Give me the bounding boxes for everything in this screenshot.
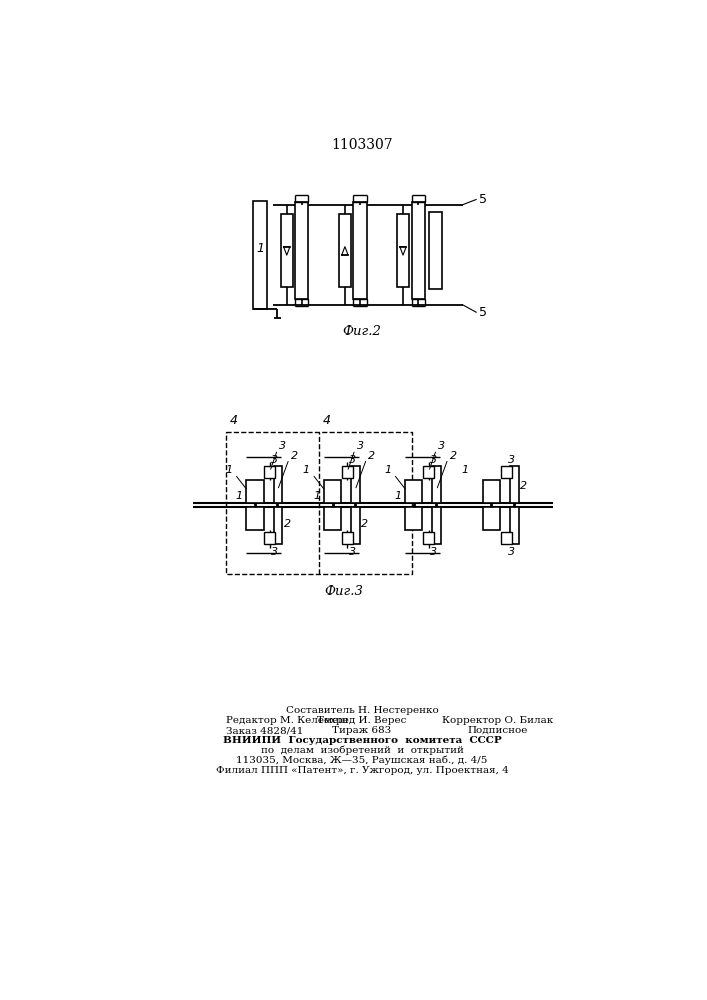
Bar xyxy=(247,480,264,503)
Text: Корректор О. Билак: Корректор О. Билак xyxy=(442,716,553,725)
Bar xyxy=(274,507,282,544)
Bar xyxy=(483,507,500,530)
Bar xyxy=(510,466,518,503)
Bar xyxy=(253,201,267,309)
Bar xyxy=(354,202,367,299)
Text: 3: 3 xyxy=(430,455,437,465)
Bar xyxy=(501,466,512,478)
Bar xyxy=(339,214,351,287)
Bar xyxy=(397,214,409,287)
Text: 1: 1 xyxy=(226,465,233,475)
Bar xyxy=(264,532,275,544)
Text: 4: 4 xyxy=(230,414,238,427)
Text: Заказ 4828/41: Заказ 4828/41 xyxy=(226,726,304,735)
Text: Техред И. Верес: Техред И. Верес xyxy=(317,716,407,725)
Text: 1: 1 xyxy=(303,465,310,475)
Text: 1: 1 xyxy=(313,491,320,501)
Bar xyxy=(405,507,422,530)
Bar xyxy=(264,466,275,478)
Bar xyxy=(296,202,308,299)
Bar xyxy=(405,480,422,503)
Text: 3: 3 xyxy=(430,547,437,557)
Text: 3: 3 xyxy=(508,455,515,465)
Polygon shape xyxy=(284,247,290,255)
Bar xyxy=(341,466,353,478)
Bar xyxy=(423,466,434,478)
Bar xyxy=(351,507,360,544)
Text: 5: 5 xyxy=(479,193,487,206)
Text: 3: 3 xyxy=(271,455,279,465)
Bar xyxy=(274,466,282,503)
Text: Фиг.2: Фиг.2 xyxy=(342,325,381,338)
Text: 3: 3 xyxy=(271,547,279,557)
Text: 3: 3 xyxy=(356,441,363,451)
Text: 1103307: 1103307 xyxy=(331,138,393,152)
Text: 4: 4 xyxy=(322,414,330,427)
Text: 3: 3 xyxy=(349,455,356,465)
Bar xyxy=(281,214,293,287)
Text: Редактор М. Келемеш: Редактор М. Келемеш xyxy=(226,716,349,725)
Text: Филиал ППП «Патент», г. Ужгород, ул. Проектная, 4: Филиал ППП «Патент», г. Ужгород, ул. Про… xyxy=(216,766,508,775)
Bar xyxy=(433,507,441,544)
Text: 1: 1 xyxy=(257,242,264,255)
Text: 2: 2 xyxy=(368,451,375,461)
Text: 1: 1 xyxy=(235,491,243,501)
Bar xyxy=(423,532,434,544)
Text: 2: 2 xyxy=(291,451,298,461)
Text: 1: 1 xyxy=(395,491,402,501)
Bar xyxy=(341,532,353,544)
Bar xyxy=(433,466,441,503)
Text: ВНИИПИ  Государственного  комитета  СССР: ВНИИПИ Государственного комитета СССР xyxy=(223,736,501,745)
Text: 2: 2 xyxy=(284,519,291,529)
Polygon shape xyxy=(400,247,407,255)
Polygon shape xyxy=(341,247,348,255)
Text: 2: 2 xyxy=(361,519,368,529)
Text: Тираж 683: Тираж 683 xyxy=(332,726,392,735)
Text: 3: 3 xyxy=(508,547,515,557)
Bar xyxy=(324,480,341,503)
Text: 2: 2 xyxy=(450,451,457,461)
Bar xyxy=(428,212,442,289)
Text: 3: 3 xyxy=(279,441,286,451)
Bar xyxy=(510,507,518,544)
Text: Подписное: Подписное xyxy=(467,726,527,735)
Bar xyxy=(501,532,512,544)
Bar xyxy=(247,507,264,530)
Bar xyxy=(351,466,360,503)
Text: Составитель Н. Нестеренко: Составитель Н. Нестеренко xyxy=(286,706,438,715)
Text: 2: 2 xyxy=(520,481,527,491)
Text: 113035, Москва, Ж—35, Раушская наб., д. 4/5: 113035, Москва, Ж—35, Раушская наб., д. … xyxy=(236,756,488,765)
Text: 3: 3 xyxy=(438,441,445,451)
Text: 5: 5 xyxy=(479,306,487,319)
Text: 1: 1 xyxy=(462,465,469,475)
Bar xyxy=(483,480,500,503)
Bar xyxy=(324,507,341,530)
Bar xyxy=(411,202,425,299)
Text: Фиг.3: Фиг.3 xyxy=(325,585,363,598)
Text: по  делам  изобретений  и  открытий: по делам изобретений и открытий xyxy=(260,746,463,755)
Text: 3: 3 xyxy=(349,547,356,557)
Text: 1: 1 xyxy=(385,465,392,475)
